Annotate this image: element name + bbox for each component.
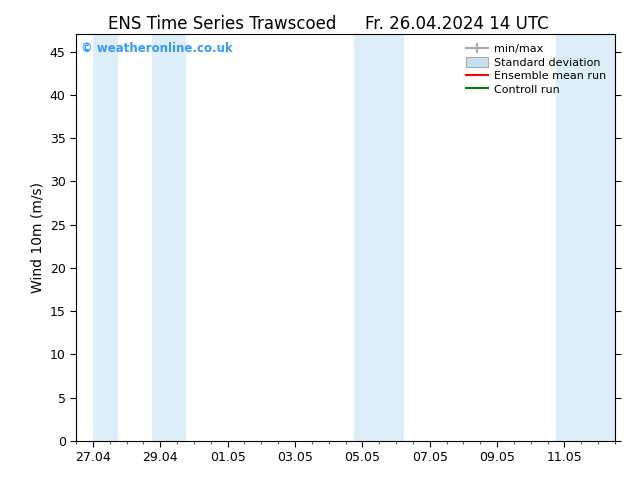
Y-axis label: Wind 10m (m/s): Wind 10m (m/s) (30, 182, 44, 293)
Legend: min/max, Standard deviation, Ensemble mean run, Controll run: min/max, Standard deviation, Ensemble me… (463, 40, 609, 98)
Bar (152, 34, 186, 441)
Bar (93, 34, 118, 441)
Text: Fr. 26.04.2024 14 UTC: Fr. 26.04.2024 14 UTC (365, 15, 548, 33)
Bar (556, 34, 615, 441)
Text: © weatheronline.co.uk: © weatheronline.co.uk (81, 43, 233, 55)
Text: ENS Time Series Trawscoed: ENS Time Series Trawscoed (108, 15, 336, 33)
Bar (354, 34, 404, 441)
